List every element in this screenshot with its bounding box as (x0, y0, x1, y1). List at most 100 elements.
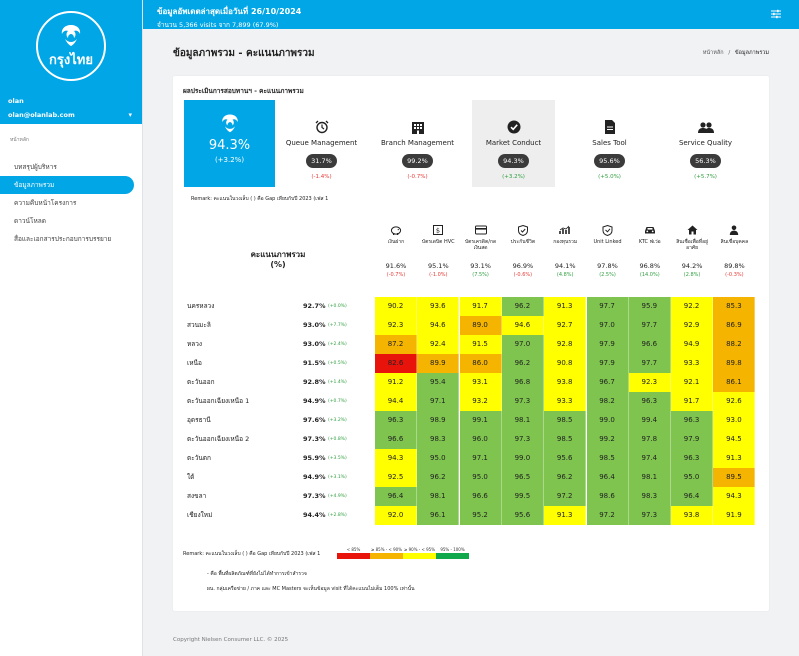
region-name[interactable]: ใต้ (187, 473, 195, 481)
heatmap-cell[interactable]: 93.2 (459, 392, 502, 411)
product-column-header[interactable]: Unit Linked 97.8% (2.5%) (587, 224, 629, 278)
heatmap-cell[interactable]: 85.3 (713, 297, 756, 316)
heatmap-cell[interactable]: 98.9 (417, 411, 460, 430)
heatmap-cell[interactable]: 96.1 (417, 506, 460, 525)
heatmap-cell[interactable]: 93.1 (459, 373, 502, 392)
heatmap-cell[interactable]: 95.6 (501, 506, 544, 525)
overall-score-tile[interactable]: 94.3% (+3.2%) (184, 100, 275, 187)
region-name[interactable]: สวนมะลิ (187, 321, 211, 329)
heatmap-cell[interactable]: 98.5 (544, 411, 587, 430)
heatmap-cell[interactable]: 97.3 (501, 392, 544, 411)
region-name[interactable]: สงขลา (187, 492, 207, 500)
user-panel[interactable]: olan olan@olanlab.com ▾ (0, 91, 142, 124)
category-branch-management[interactable]: Branch Management 99.2% (-0.7%) (376, 100, 459, 187)
heatmap-cell[interactable]: 94.6 (501, 316, 544, 335)
heatmap-cell[interactable]: 82.6 (375, 354, 417, 373)
region-name[interactable]: นครหลวง (187, 302, 215, 310)
heatmap-cell[interactable]: 96.3 (375, 411, 417, 430)
heatmap-cell[interactable]: 96.3 (671, 449, 714, 468)
region-name[interactable]: อุดรธานี (187, 416, 211, 424)
krungthai-logo[interactable]: กรุงไทย (36, 10, 106, 81)
heatmap-cell[interactable]: 91.3 (544, 506, 587, 525)
heatmap-cell[interactable]: 92.8 (544, 335, 587, 354)
heatmap-cell[interactable]: 95.0 (459, 468, 502, 487)
heatmap-cell[interactable]: 89.8 (713, 354, 756, 373)
heatmap-cell[interactable]: 95.0 (671, 468, 714, 487)
heatmap-cell[interactable]: 94.3 (713, 487, 756, 506)
heatmap-cell[interactable]: 98.1 (417, 487, 460, 506)
product-column-header[interactable]: เงินฝาก 91.6% (-0.7%) (375, 224, 417, 278)
heatmap-cell[interactable]: 96.4 (375, 487, 417, 506)
heatmap-cell[interactable]: 96.2 (501, 297, 544, 316)
heatmap-cell[interactable]: 96.2 (417, 468, 460, 487)
heatmap-cell[interactable]: 96.3 (671, 411, 714, 430)
product-column-header[interactable]: $ บัตรเดบิต HVC 95.1% (-1.0%) (417, 224, 459, 278)
heatmap-cell[interactable]: 92.4 (417, 335, 460, 354)
heatmap-cell[interactable]: 98.6 (586, 487, 629, 506)
region-name[interactable]: ตะวันตก (187, 454, 211, 462)
sidebar-item[interactable]: สื่อและเอกสารประกอบการบรรยาย (14, 235, 112, 243)
heatmap-cell[interactable]: 97.0 (586, 316, 629, 335)
heatmap-cell[interactable]: 96.7 (586, 373, 629, 392)
heatmap-cell[interactable]: 98.1 (628, 468, 671, 487)
heatmap-cell[interactable]: 97.9 (586, 335, 629, 354)
sidebar-item[interactable]: ข้อมูลภาพรวม (0, 176, 134, 194)
heatmap-cell[interactable]: 96.5 (501, 468, 544, 487)
heatmap-cell[interactable]: 93.6 (417, 297, 460, 316)
heatmap-cell[interactable]: 89.5 (713, 468, 756, 487)
heatmap-cell[interactable]: 99.0 (586, 411, 629, 430)
heatmap-cell[interactable]: 97.1 (459, 449, 502, 468)
heatmap-cell[interactable]: 97.7 (628, 316, 671, 335)
category-service-quality[interactable]: Service Quality 56.3% (+5.7%) (664, 100, 747, 187)
heatmap-cell[interactable]: 99.1 (459, 411, 502, 430)
heatmap-cell[interactable]: 98.5 (544, 430, 587, 449)
product-column-header[interactable]: ประกันชีวิต 96.9% (-0.6%) (502, 224, 544, 278)
heatmap-cell[interactable]: 95.2 (459, 506, 502, 525)
heatmap-cell[interactable]: 91.7 (459, 297, 502, 316)
heatmap-cell[interactable]: 94.3 (375, 449, 417, 468)
heatmap-cell[interactable]: 92.1 (671, 373, 714, 392)
heatmap-cell[interactable]: 93.3 (544, 392, 587, 411)
heatmap-cell[interactable]: 98.3 (628, 487, 671, 506)
heatmap-cell[interactable]: 86.9 (713, 316, 756, 335)
heatmap-cell[interactable]: 95.6 (544, 449, 587, 468)
heatmap-cell[interactable]: 91.3 (544, 297, 587, 316)
heatmap-cell[interactable]: 97.3 (501, 430, 544, 449)
heatmap-cell[interactable]: 92.9 (671, 316, 714, 335)
heatmap-cell[interactable]: 86.0 (459, 354, 502, 373)
product-column-header[interactable]: สินเชื่อบุคคล 89.8% (-0.3%) (713, 224, 755, 278)
heatmap-cell[interactable]: 97.2 (544, 487, 587, 506)
product-column-header[interactable]: บัตรเครดิต/กดเงินสด 93.1% (7.5%) (460, 224, 502, 278)
heatmap-cell[interactable]: 93.3 (671, 354, 714, 373)
caret-down-icon[interactable]: ▾ (128, 111, 132, 119)
heatmap-cell[interactable]: 91.9 (713, 506, 756, 525)
heatmap-cell[interactable]: 98.3 (417, 430, 460, 449)
heatmap-cell[interactable]: 97.4 (628, 449, 671, 468)
heatmap-cell[interactable]: 91.3 (713, 449, 756, 468)
heatmap-cell[interactable]: 97.9 (586, 354, 629, 373)
region-name[interactable]: เชียงใหม่ (187, 511, 213, 519)
heatmap-cell[interactable]: 96.6 (375, 430, 417, 449)
heatmap-cell[interactable]: 92.6 (713, 392, 756, 411)
heatmap-cell[interactable]: 87.2 (375, 335, 417, 354)
heatmap-cell[interactable]: 92.5 (375, 468, 417, 487)
heatmap-cell[interactable]: 88.2 (713, 335, 756, 354)
heatmap-cell[interactable]: 97.1 (417, 392, 460, 411)
heatmap-cell[interactable]: 99.2 (586, 430, 629, 449)
heatmap-cell[interactable]: 96.2 (544, 468, 587, 487)
heatmap-cell[interactable]: 93.8 (544, 373, 587, 392)
region-name[interactable]: เหนือ (187, 359, 202, 367)
category-queue-management[interactable]: Queue Management 31.7% (-1.4%) (280, 100, 363, 187)
heatmap-cell[interactable]: 92.0 (375, 506, 417, 525)
product-column-header[interactable]: KTC ฟเว่อ 96.8% (14.0%) (629, 224, 671, 278)
heatmap-cell[interactable]: 99.4 (628, 411, 671, 430)
region-name[interactable]: ตะวันออกเฉียงเหนือ 1 (187, 397, 250, 405)
heatmap-cell[interactable]: 91.5 (459, 335, 502, 354)
heatmap-cell[interactable]: 97.7 (628, 354, 671, 373)
sidebar-item[interactable]: ความคืบหน้าโครงการ (14, 199, 77, 207)
heatmap-cell[interactable]: 90.8 (544, 354, 587, 373)
region-name[interactable]: หลวง (187, 340, 203, 348)
heatmap-cell[interactable]: 94.6 (417, 316, 460, 335)
heatmap-cell[interactable]: 92.3 (628, 373, 671, 392)
heatmap-cell[interactable]: 97.2 (586, 506, 629, 525)
